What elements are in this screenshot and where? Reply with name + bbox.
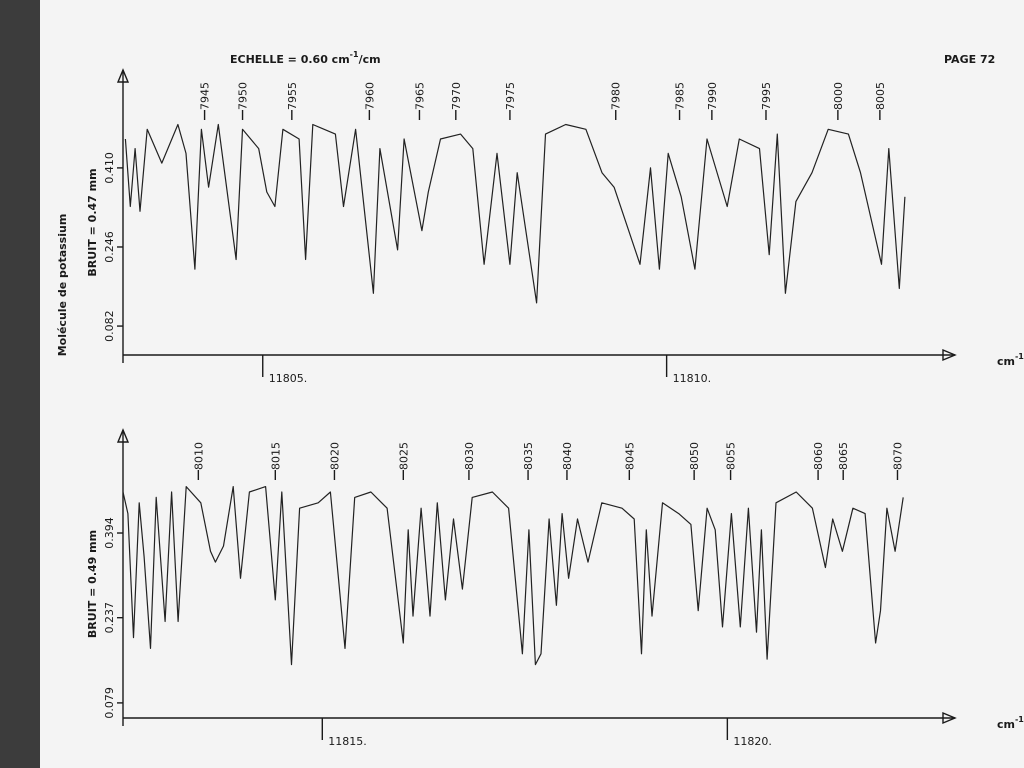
y-tick-label: 0.079 — [103, 687, 116, 719]
line-id: 8000 — [832, 82, 845, 110]
spectrum-trace — [122, 486, 904, 666]
line-id: 8005 — [874, 82, 887, 110]
line-id: 8065 — [837, 442, 850, 470]
noise-label: BRUIT = 0.49 mm — [86, 530, 99, 638]
line-id: 7960 — [363, 82, 376, 110]
line-id: 7980 — [610, 82, 623, 110]
noise-label: BRUIT = 0.47 mm — [86, 168, 99, 276]
y-axis-arrow — [116, 428, 130, 443]
line-id: 7950 — [237, 82, 250, 110]
x-axis-unit: cm-1 — [997, 715, 1024, 731]
y-tick-label: 0.082 — [103, 310, 116, 342]
line-id: 7955 — [286, 82, 299, 110]
line-id: 7965 — [413, 82, 426, 110]
x-tick-label: 11820. — [733, 735, 772, 748]
molecule-label: Molécule de potassium — [56, 214, 69, 357]
page-edge — [0, 0, 40, 768]
x-axis-unit: cm-1 — [997, 352, 1024, 368]
page-number: PAGE 72 — [944, 53, 995, 66]
y-tick-label: 0.246 — [103, 231, 116, 262]
line-id: 7970 — [450, 82, 463, 110]
line-id: 7975 — [504, 82, 517, 110]
line-id: 8070 — [891, 442, 904, 470]
x-unit-sup: -1 — [1015, 352, 1024, 361]
x-tick-label: 11815. — [328, 735, 367, 748]
x-tick-label: 11805. — [269, 372, 308, 385]
line-id: 8040 — [561, 442, 574, 470]
line-id: 8045 — [623, 442, 636, 470]
x-unit-sup: -1 — [1015, 715, 1024, 724]
y-tick-label: 0.237 — [103, 602, 116, 634]
x-unit-text: cm — [997, 355, 1015, 368]
y-axis-arrow — [116, 68, 130, 83]
x-tick-label: 11810. — [673, 372, 712, 385]
line-id: 8010 — [192, 442, 205, 470]
line-id: 8060 — [812, 442, 825, 470]
scale-end: /cm — [359, 53, 381, 66]
line-id: 8015 — [269, 442, 282, 470]
y-tick-label: 0.394 — [103, 517, 116, 549]
scale-text: ECHELLE = 0.60 cm — [230, 53, 350, 66]
line-id: 8035 — [522, 442, 535, 470]
x-axis-arrow — [942, 711, 957, 725]
scale-label: ECHELLE = 0.60 cm-1/cm — [230, 50, 381, 66]
line-id: 7945 — [199, 82, 212, 110]
spectrum-trace — [124, 123, 906, 304]
line-id: 8025 — [397, 442, 410, 470]
line-id: 8030 — [463, 442, 476, 470]
scale-sup: -1 — [350, 50, 359, 59]
line-id: 8020 — [328, 442, 341, 470]
line-id: 7995 — [760, 82, 773, 110]
x-axis-arrow — [942, 348, 957, 362]
line-id: 7985 — [674, 82, 687, 110]
x-unit-text: cm — [997, 718, 1015, 731]
line-id: 8055 — [725, 442, 738, 470]
line-id: 7990 — [706, 82, 719, 110]
line-id: 8050 — [688, 442, 701, 470]
y-tick-label: 0.410 — [103, 152, 116, 184]
